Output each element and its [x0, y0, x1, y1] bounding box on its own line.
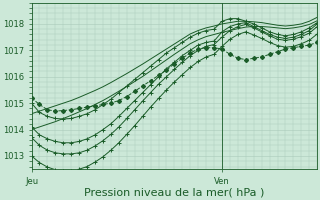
X-axis label: Pression niveau de la mer( hPa ): Pression niveau de la mer( hPa )	[84, 187, 265, 197]
